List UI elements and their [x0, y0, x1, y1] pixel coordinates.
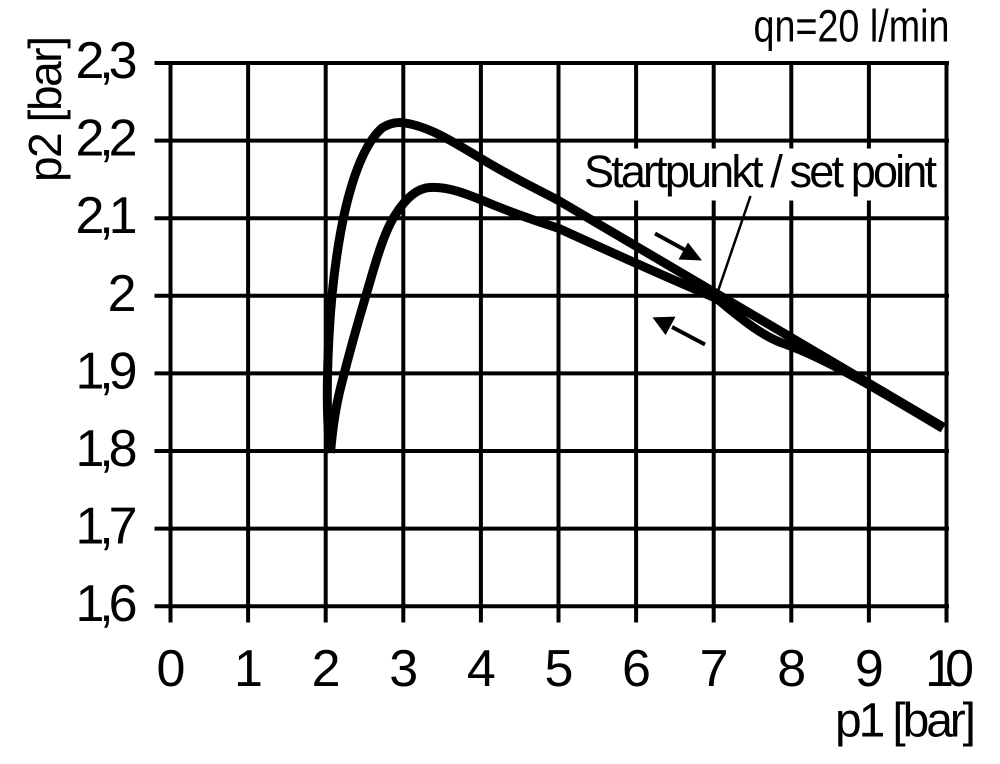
svg-text:3: 3	[389, 640, 418, 698]
svg-text:8: 8	[777, 640, 806, 698]
svg-text:1,9: 1,9	[76, 342, 138, 400]
svg-text:2,3: 2,3	[76, 32, 138, 90]
svg-text:4: 4	[467, 640, 496, 698]
svg-text:1,7: 1,7	[76, 498, 138, 556]
svg-text:p1 [bar]: p1 [bar]	[835, 695, 976, 748]
svg-text:9: 9	[855, 640, 884, 698]
svg-text:5: 5	[544, 640, 573, 698]
svg-text:6: 6	[622, 640, 651, 698]
svg-text:0: 0	[157, 640, 186, 698]
svg-text:2: 2	[312, 640, 341, 698]
svg-text:2,2: 2,2	[76, 110, 138, 168]
svg-text:qn=20 l/min: qn=20 l/min	[754, 1, 950, 52]
svg-text:2,1: 2,1	[76, 187, 138, 245]
svg-text:1: 1	[234, 640, 263, 698]
svg-text:1,8: 1,8	[76, 420, 138, 478]
svg-text:2: 2	[108, 265, 137, 323]
svg-text:Startpunkt / set point: Startpunkt / set point	[584, 146, 937, 197]
svg-text:10: 10	[925, 640, 974, 698]
svg-text:1,6: 1,6	[76, 575, 138, 633]
svg-text:p2 [bar]: p2 [bar]	[19, 36, 71, 182]
svg-text:7: 7	[700, 640, 729, 698]
